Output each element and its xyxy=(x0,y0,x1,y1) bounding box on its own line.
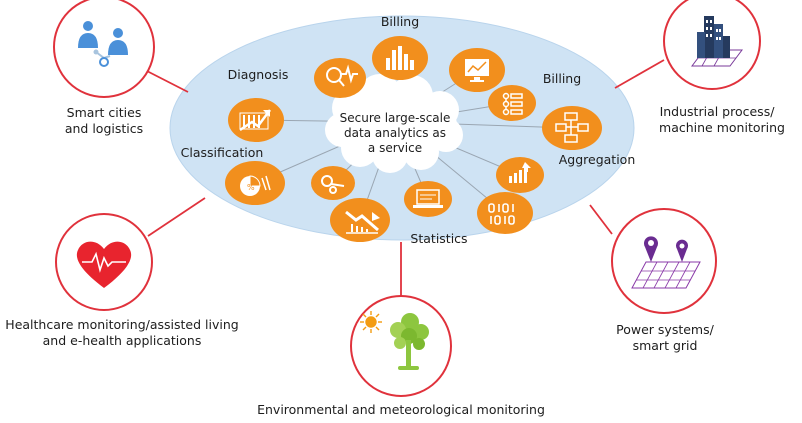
analysis-nodes: % xyxy=(225,36,602,242)
application-smart-cities xyxy=(53,0,155,98)
application-power xyxy=(611,208,717,314)
connector-smart-cities xyxy=(142,68,189,93)
pie-chart-icon: % xyxy=(240,175,271,196)
label-power-1: Power systems/ xyxy=(616,322,714,337)
magnifier-pulse-icon xyxy=(326,64,358,87)
declining-chart-icon xyxy=(345,210,380,234)
connector-healthcare xyxy=(147,197,206,237)
node-trend xyxy=(228,98,284,142)
bar-chart-icon xyxy=(386,46,414,70)
center-title-line-3: a service xyxy=(367,141,423,155)
node-statistics xyxy=(330,198,390,242)
label-smart-cities-1: Smart cities xyxy=(66,105,142,120)
node-monitor xyxy=(449,48,505,92)
growth-bars-icon xyxy=(509,162,531,183)
application-environment xyxy=(350,295,452,397)
svg-text:%: % xyxy=(247,183,255,192)
label-environment: Environmental and meteorological monitor… xyxy=(257,402,545,417)
node-binary xyxy=(477,192,533,234)
label-diagnosis: Diagnosis xyxy=(227,67,289,82)
label-healthcare-1: Healthcare monitoring/assisted living xyxy=(5,317,239,332)
sun-and-tree-icon xyxy=(360,311,429,370)
label-healthcare-2: and e-health applications xyxy=(42,333,202,348)
map-pins-grid-icon xyxy=(631,236,701,289)
node-classification: % xyxy=(225,161,285,205)
label-statistics: Statistics xyxy=(410,231,468,246)
label-billing-top: Billing xyxy=(380,14,420,29)
tree-icon xyxy=(390,313,429,370)
monitor-chart-icon xyxy=(465,59,489,82)
rising-chart-icon xyxy=(239,109,271,132)
heart-pulse-icon xyxy=(76,241,132,288)
label-industrial-1: Industrial process/ xyxy=(659,104,775,119)
binary-code-icon xyxy=(488,203,515,225)
application-healthcare xyxy=(55,213,153,311)
laptop-icon xyxy=(413,189,443,208)
node-billing-process xyxy=(488,85,536,121)
outer-connectors xyxy=(142,59,665,298)
node-billing-bars xyxy=(372,36,428,80)
office-building-icon xyxy=(691,16,743,67)
connector-industrial xyxy=(614,59,665,89)
connector-power xyxy=(589,204,613,235)
node-search xyxy=(311,166,355,200)
label-industrial-2: machine monitoring xyxy=(659,120,785,135)
flowchart-icon xyxy=(555,112,589,143)
center-title-line-1: Secure large-scale xyxy=(339,111,451,125)
center-title-line-2: data analytics as xyxy=(344,126,446,140)
label-billing-right: Billing xyxy=(542,71,582,86)
process-list-icon xyxy=(502,92,523,116)
application-industrial xyxy=(663,0,761,90)
label-smart-cities-2: and logistics xyxy=(64,121,144,136)
label-classification: Classification xyxy=(180,145,264,160)
node-diagnosis xyxy=(314,58,366,98)
node-aggregation xyxy=(542,106,602,150)
magnify-key-icon xyxy=(321,175,345,194)
node-growth xyxy=(496,157,544,193)
sun-icon xyxy=(360,311,382,333)
node-statistics-laptop xyxy=(404,181,452,217)
people-network-icon xyxy=(78,21,128,67)
label-aggregation: Aggregation xyxy=(558,152,636,167)
label-power-2: smart grid xyxy=(632,338,698,353)
central-cloud xyxy=(325,74,463,173)
